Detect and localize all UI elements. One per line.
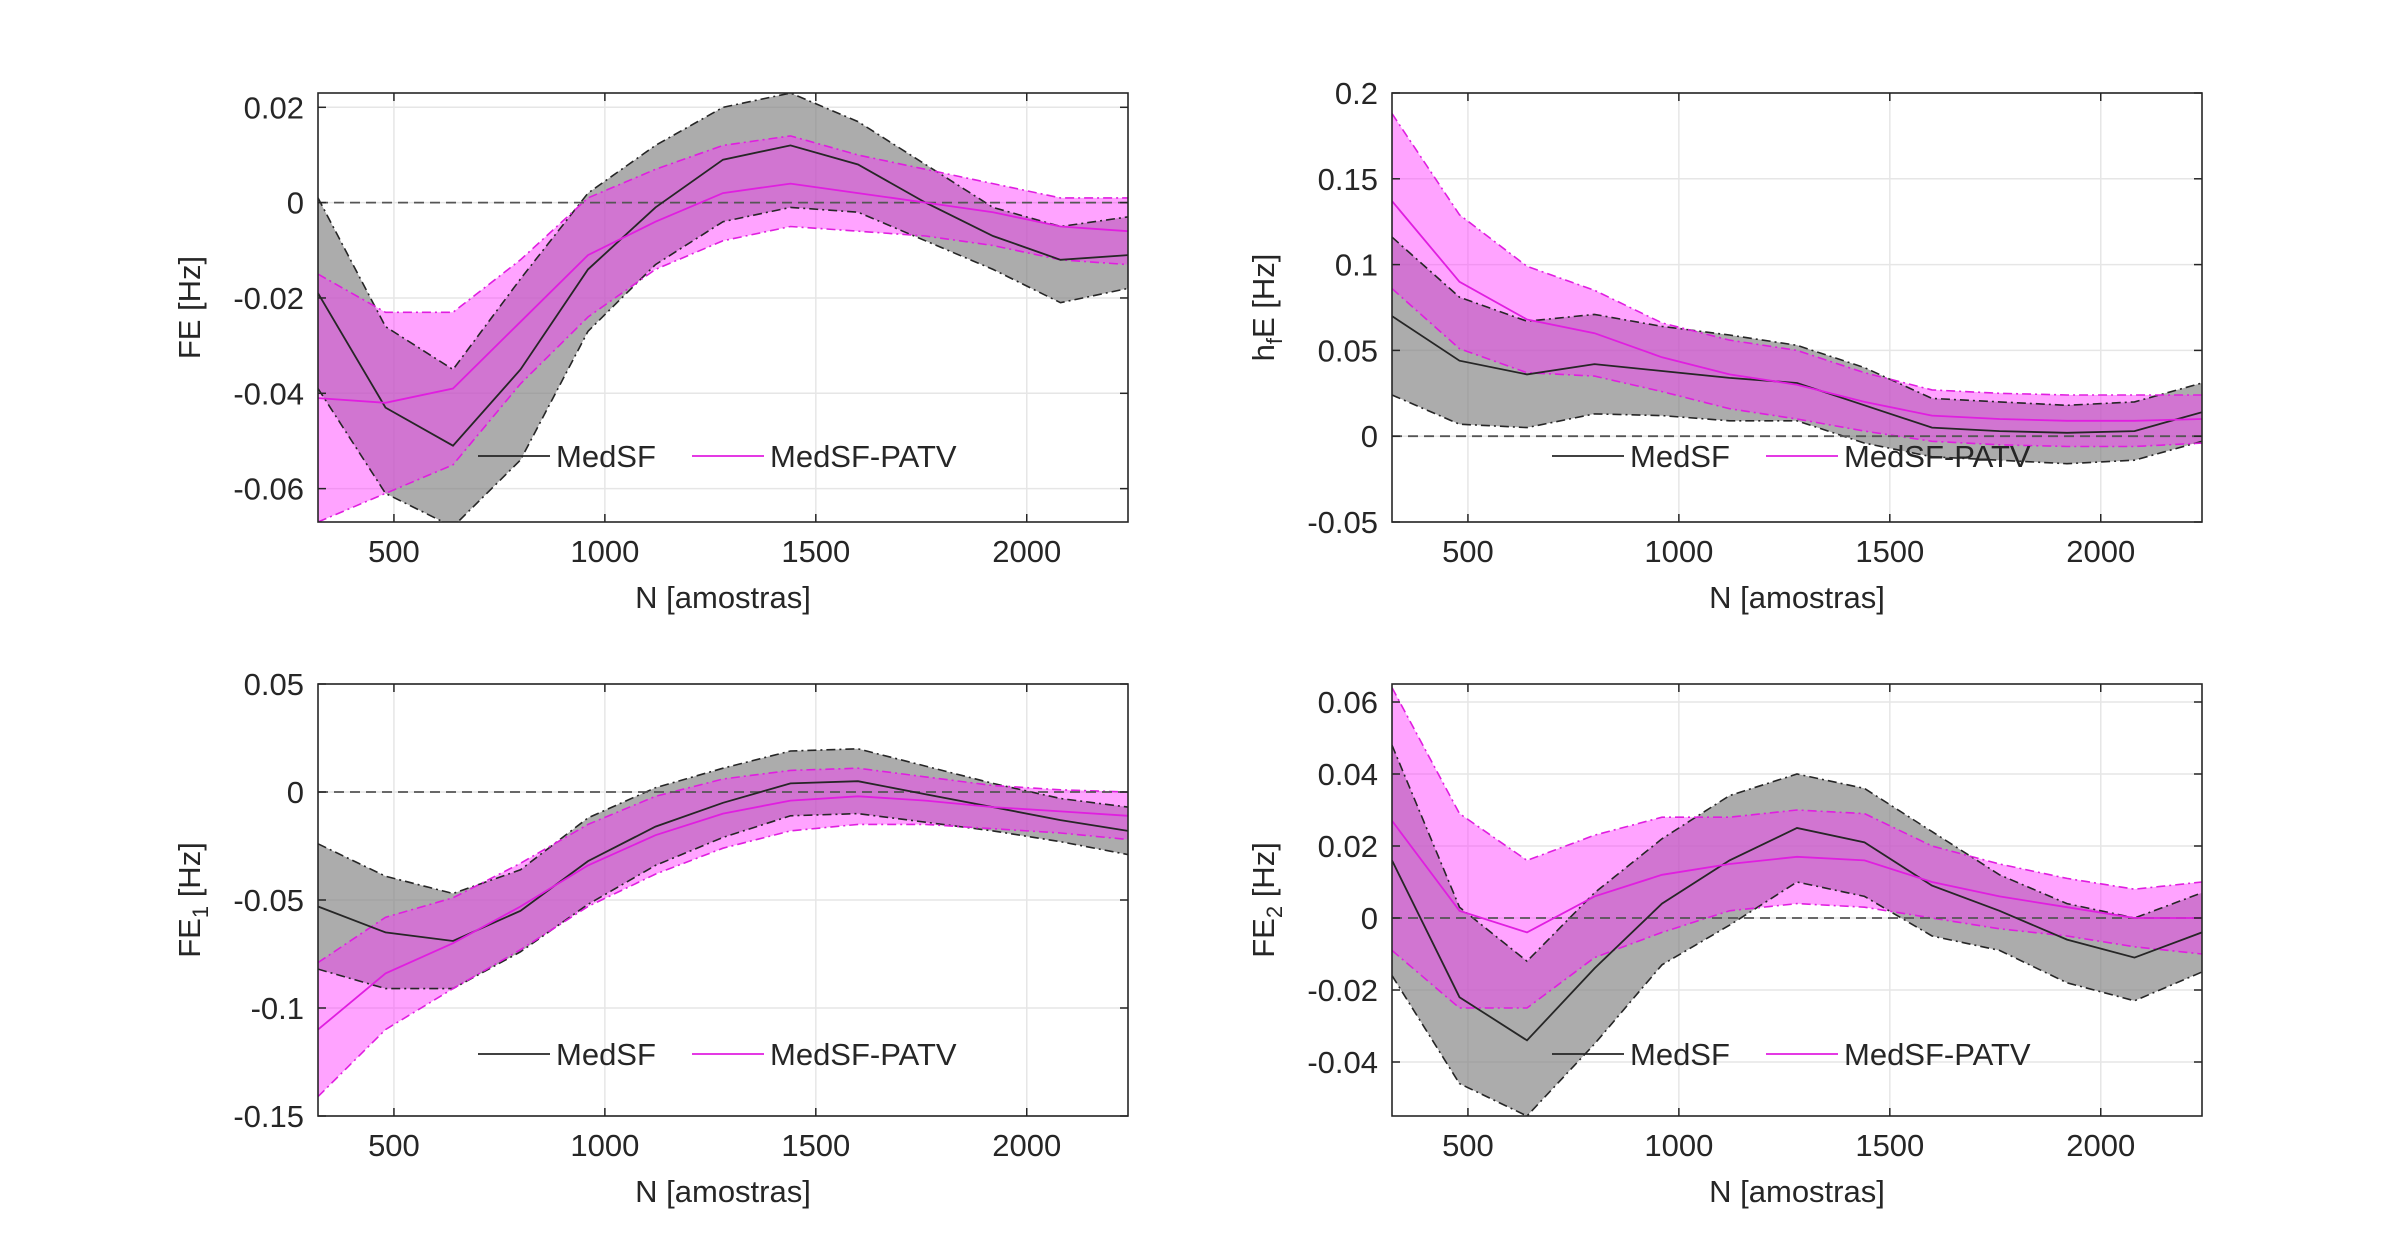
y-tick-label: 0 <box>287 186 304 221</box>
band-medsf <box>1392 237 2202 464</box>
legend-label-medsf: MedSF <box>1630 439 1730 474</box>
legend: MedSF MedSF-PATV <box>478 439 957 474</box>
band-edge-upper <box>318 747 1128 895</box>
series-line-medsf <box>1392 315 2202 434</box>
legend-label-medsf-patv: MedSF-PATV <box>1844 439 2031 474</box>
band-edge-upper <box>318 135 1128 314</box>
legend: MedSF MedSF-PATV <box>1552 439 2031 474</box>
y-tick-label: 0.02 <box>244 90 304 125</box>
x-tick-label: 500 <box>1442 534 1494 569</box>
x-tick-label: 1000 <box>570 1128 639 1163</box>
x-axis-label: N [amostras] <box>1709 1174 1885 1209</box>
series-line-medsf-patv <box>1392 820 2202 934</box>
y-tick-label: 0 <box>1361 901 1378 936</box>
y-tick-label: -0.02 <box>1307 973 1378 1008</box>
band-edge-lower <box>318 206 1128 522</box>
band-medsf <box>1392 745 2202 1116</box>
x-axis-label: N [amostras] <box>635 580 811 615</box>
band-edge-lower <box>1392 902 2202 1009</box>
legend-label-medsf: MedSF <box>1630 1037 1730 1072</box>
x-tick-label: 2000 <box>2066 534 2135 569</box>
x-axis-label: N [amostras] <box>1709 580 1885 615</box>
y-tick-label: 0.1 <box>1335 248 1378 283</box>
y-tick-label: -0.04 <box>233 376 304 411</box>
series-line-medsf <box>318 144 1128 447</box>
plot-content <box>1392 113 2202 465</box>
x-axis-label: N [amostras] <box>635 1174 811 1209</box>
x-tick-label: 1000 <box>570 534 639 569</box>
y-tick-label: 0 <box>287 775 304 810</box>
y-tick-label: -0.05 <box>233 883 304 918</box>
y-tick-label: -0.05 <box>1307 505 1378 540</box>
y-tick-label: -0.06 <box>233 472 304 507</box>
y-tick-label: 0.02 <box>1318 829 1378 864</box>
y-axis-label: FE [Hz] <box>172 256 207 359</box>
band-edge-lower <box>1392 394 2202 465</box>
series-line-medsf-patv <box>1392 200 2202 422</box>
band-medsf-patv <box>318 135 1128 522</box>
panel-fe1: 500 1000 1500 2000 -0.15 -0.1 -0.05 0 0.05 N [amo… <box>172 667 1129 1209</box>
series-line-medsf <box>1392 827 2202 1042</box>
x-tick-label: 500 <box>368 534 420 569</box>
band-edge-lower <box>1392 288 2202 448</box>
plot-content <box>318 747 1128 1098</box>
panel-hfe: 500 1000 1500 2000 -0.05 0 0.05 0.1 0.15 0.2 N [am… <box>1246 76 2203 615</box>
x-tick-label: 1500 <box>1855 534 1924 569</box>
y-tick-label: 0.2 <box>1335 76 1378 111</box>
y-tick-label: 0.05 <box>244 667 304 702</box>
legend-label-medsf: MedSF <box>556 439 656 474</box>
x-tick-label: 2000 <box>992 534 1061 569</box>
y-tick-label: 0.05 <box>1318 333 1378 368</box>
y-tick-label: -0.02 <box>233 281 304 316</box>
band-medsf-patv <box>1392 687 2202 1008</box>
x-tick-label: 2000 <box>2066 1128 2135 1163</box>
band-edge-lower <box>318 225 1128 522</box>
legend-label-medsf-patv: MedSF-PATV <box>770 1037 957 1072</box>
y-tick-label: 0.04 <box>1318 757 1378 792</box>
y-axis-label: FE1 [Hz] <box>172 842 213 958</box>
band-edge-upper <box>1392 687 2202 891</box>
x-tick-label: 1000 <box>1644 534 1713 569</box>
y-tick-label: -0.15 <box>233 1099 304 1134</box>
legend-label-medsf-patv: MedSF-PATV <box>770 439 957 474</box>
axes-frame <box>1391 92 2203 523</box>
series-line-medsf-patv <box>318 182 1128 404</box>
x-tick-label: 1500 <box>781 534 850 569</box>
band-medsf <box>318 748 1128 989</box>
y-tick-label: 0 <box>1361 419 1378 454</box>
legend-label-medsf-patv: MedSF-PATV <box>1844 1037 2031 1072</box>
y-axis-label: hfE [Hz] <box>1246 254 1287 362</box>
y-tick-label: 0.15 <box>1318 162 1378 197</box>
legend: MedSF MedSF-PATV <box>478 1037 957 1072</box>
series-line-medsf-patv <box>318 795 1128 1031</box>
x-tick-label: 500 <box>368 1128 420 1163</box>
band-edge-upper <box>1392 113 2202 396</box>
band-medsf <box>318 93 1128 522</box>
plot-content <box>318 93 1128 522</box>
band-edge-lower <box>318 823 1128 1098</box>
x-tick-label: 1500 <box>781 1128 850 1163</box>
y-axis-label: FE2 [Hz] <box>1246 842 1287 958</box>
axes-frame <box>1391 683 2203 1117</box>
band-medsf-patv <box>318 768 1128 1097</box>
legend: MedSF MedSF-PATV <box>1552 1037 2031 1072</box>
band-edge-upper <box>1392 744 2202 963</box>
panel-fe: 500 1000 1500 2000 -0.06 -0.04 -0.02 0 0.02 N [am… <box>172 90 1129 615</box>
x-tick-label: 2000 <box>992 1128 1061 1163</box>
plot-content <box>1392 687 2202 1116</box>
y-tick-label: -0.1 <box>251 991 304 1026</box>
axes-frame <box>317 92 1129 523</box>
panel-fe2: 500 1000 1500 2000 -0.04 -0.02 0 0.02 0.04 0.06 N … <box>1246 683 2203 1209</box>
x-tick-label: 1500 <box>1855 1128 1924 1163</box>
x-tick-label: 500 <box>1442 1128 1494 1163</box>
y-tick-label: 0.06 <box>1318 685 1378 720</box>
legend-label-medsf: MedSF <box>556 1037 656 1072</box>
x-tick-label: 1000 <box>1644 1128 1713 1163</box>
y-tick-label: -0.04 <box>1307 1045 1378 1080</box>
